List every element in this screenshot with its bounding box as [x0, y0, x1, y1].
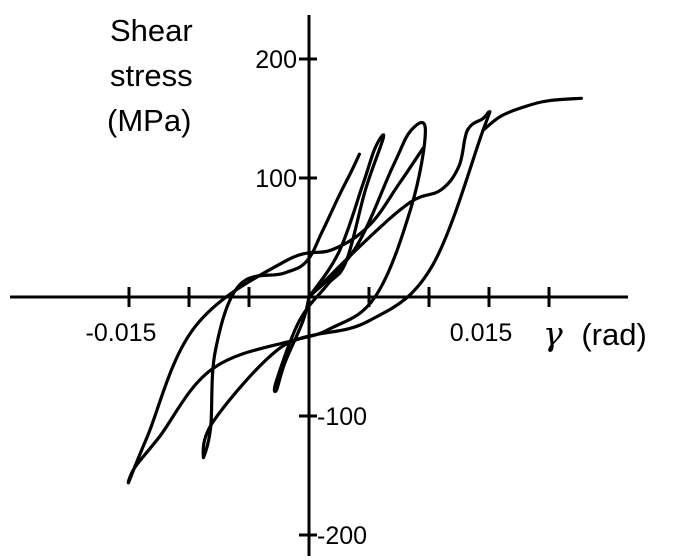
x-axis-title: γ (rad) — [543, 314, 647, 353]
y-tick-label: -100 — [317, 403, 367, 431]
y-axis-title-line-1: Shear — [110, 13, 193, 48]
y-tick-label: -200 — [317, 522, 367, 550]
hysteresis-curve-4 — [481, 96, 583, 132]
y-axis-title-line-2: stress — [110, 58, 193, 93]
y-axis-title: Shear stress (MPa) — [107, 13, 193, 138]
x-tick-label: -0.015 — [86, 319, 157, 347]
tick-labels: -0.015 0.015 200 100 -100 -200 — [86, 46, 513, 550]
x-tick-label: 0.015 — [450, 319, 513, 347]
hysteresis-curve-1 — [272, 133, 386, 394]
x-axis-unit: (rad) — [581, 317, 646, 352]
y-axis-title-line-3: (MPa) — [107, 103, 191, 138]
hysteresis-curve-2 — [201, 121, 427, 460]
series-group — [126, 96, 583, 485]
y-tick-label: 200 — [255, 46, 297, 74]
x-axis-symbol: γ — [543, 314, 563, 353]
axes — [10, 15, 628, 556]
hysteresis-curve-3 — [126, 110, 492, 485]
y-tick-label: 100 — [255, 165, 297, 193]
